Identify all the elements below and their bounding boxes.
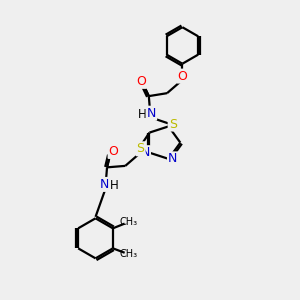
Text: S: S [136,142,145,155]
Text: CH₃: CH₃ [120,217,138,227]
Text: O: O [178,70,187,83]
Text: O: O [109,145,118,158]
Text: N: N [168,152,177,165]
Text: N: N [100,178,109,191]
Text: H: H [110,179,118,192]
Text: S: S [169,118,177,130]
Text: CH₃: CH₃ [120,249,138,259]
Text: O: O [136,75,146,88]
Text: N: N [147,107,156,120]
Text: H: H [138,108,146,121]
Text: N: N [141,146,150,159]
